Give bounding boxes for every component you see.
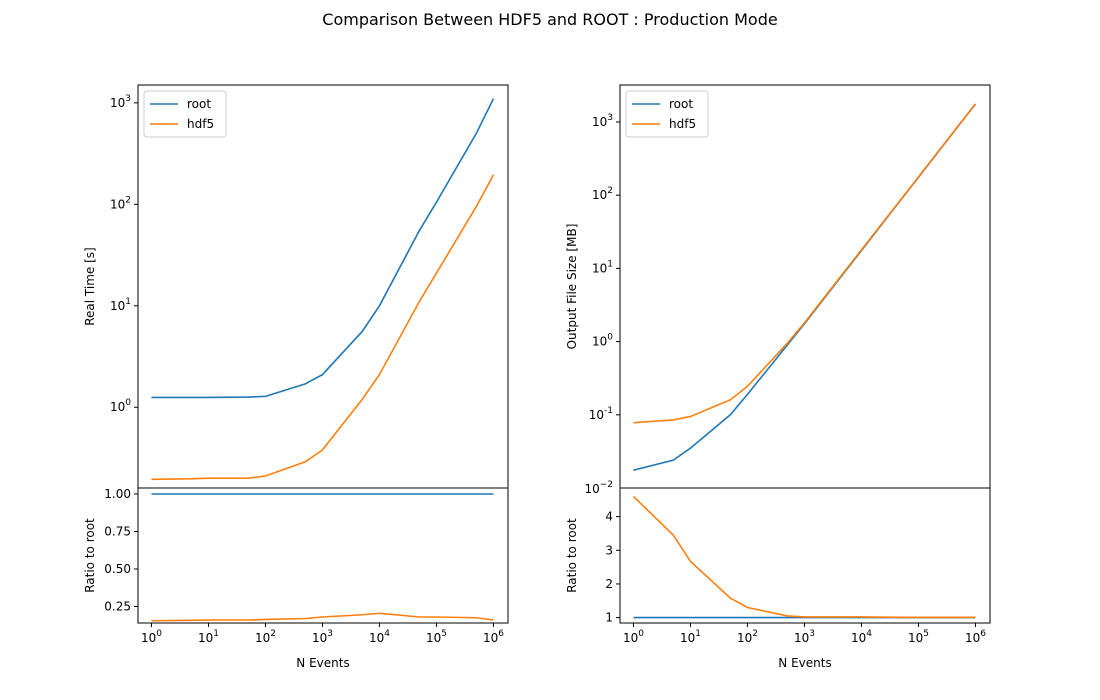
series-line-hdf5 (151, 612, 494, 622)
y-axis-label: Real Time [s] (83, 247, 97, 325)
y-tick-label: 0.25 (104, 600, 131, 614)
y-tick-label: 100 (592, 333, 613, 349)
y-tick-label: 1 (605, 611, 613, 625)
y-axis-label: Ratio to root (565, 518, 579, 593)
series-line-hdf5 (151, 174, 495, 481)
y-tick-label: 0.50 (104, 562, 131, 576)
legend: root hdf5 (625, 90, 709, 138)
y-tick-label: 4 (605, 510, 613, 524)
axes-frame (137, 84, 509, 489)
x-tick-label: 101 (198, 629, 219, 645)
legend-label-root: root (187, 97, 211, 111)
x-axis-label: N Events (296, 656, 349, 670)
legend-label-hdf5: hdf5 (669, 117, 696, 131)
legend-label-root: root (669, 97, 693, 111)
x-tick-label: 100 (623, 629, 644, 645)
x-tick-label: 102 (255, 629, 276, 645)
y-tick-label: 2 (605, 577, 613, 591)
legend-label-hdf5: hdf5 (187, 117, 214, 131)
legend: root hdf5 (143, 90, 227, 138)
y-tick-label: 102 (592, 186, 613, 202)
y-axis-label: Ratio to root (83, 518, 97, 593)
y-tick-label: 101 (592, 259, 613, 275)
y-tick-label: 0.75 (104, 525, 131, 539)
y-tick-label: 3 (605, 543, 613, 557)
y-tick-label: 103 (110, 94, 131, 110)
x-tick-label: 100 (141, 629, 162, 645)
chart-panel-bottom-left: 0.25 0.50 0.75 1.00 100 101 102 103 104 105 106 Rat… (83, 487, 509, 670)
chart-panel-top-right: 10-1 100 101 102 103 Output File Size [MB] roo… (565, 84, 991, 489)
x-tick-label: 104 (369, 629, 390, 645)
axes-frame (137, 487, 509, 624)
x-tick-label: 105 (908, 629, 929, 645)
x-tick-label: 105 (426, 629, 447, 645)
y-tick-label: 103 (592, 113, 613, 129)
y-tick-label: 10−2 (584, 480, 613, 496)
y-axis-label: Output File Size [MB] (565, 224, 579, 350)
y-tick-label: 100 (110, 398, 131, 414)
y-tick-label: 1.00 (104, 487, 131, 501)
y-tick-label: 102 (110, 195, 131, 211)
series-line-hdf5 (633, 103, 977, 424)
legend-box (625, 90, 709, 138)
x-tick-label: 101 (680, 629, 701, 645)
x-tick-label: 102 (737, 629, 758, 645)
figure-title: Comparison Between HDF5 and ROOT : Produ… (322, 10, 778, 29)
y-tick-label: 10-1 (589, 406, 613, 422)
series-line-root (633, 103, 977, 471)
axes-frame (619, 84, 991, 489)
x-tick-label: 106 (483, 629, 504, 645)
y-tick-label: 101 (110, 297, 131, 313)
chart-panel-bottom-right: 1 2 3 4 10−2 100 101 102 103 104 105 106 Ratio to ro… (565, 480, 991, 670)
legend-box (143, 90, 227, 138)
series-line-root (151, 98, 495, 399)
x-tick-label: 106 (965, 629, 986, 645)
x-tick-label: 104 (851, 629, 872, 645)
x-axis-label: N Events (778, 656, 831, 670)
series-line-hdf5 (632, 495, 976, 619)
x-tick-label: 103 (312, 629, 333, 645)
axes-frame (619, 487, 991, 624)
chart-panel-top-left: 100 101 102 103 Real Time [s] root hdf5 (83, 84, 509, 489)
x-tick-label: 103 (794, 629, 815, 645)
